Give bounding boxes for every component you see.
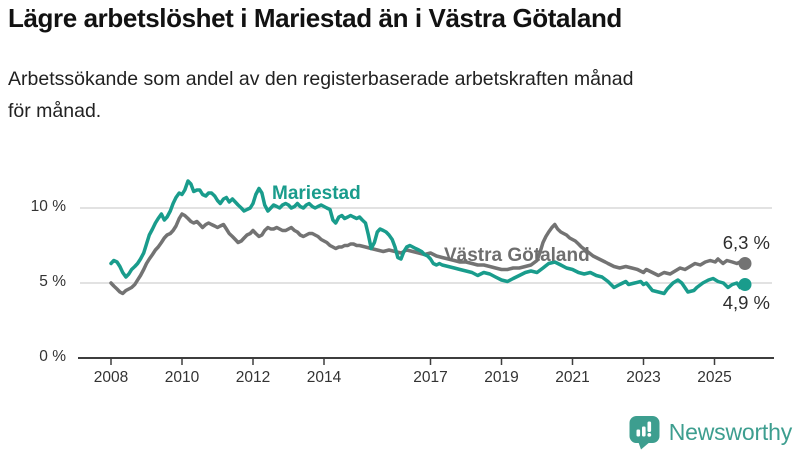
x-tick-label: 2021: [555, 369, 590, 386]
newsworthy-logo: Newsworthy: [628, 414, 792, 450]
logo-bubble-tail: [637, 441, 651, 450]
series-line-mariestad: [109, 179, 747, 296]
subtitle-line-1: Arbetssökande som andel av den registerb…: [8, 68, 634, 90]
x-tick-label: 2019: [484, 369, 519, 386]
bar-chart-speech-bubble-icon: [629, 416, 660, 450]
series-label-vastra-gotaland: Västra Götaland: [444, 245, 590, 266]
end-value-label-vastra-gotaland: 6,3 %: [722, 232, 770, 253]
newsworthy-logo-text: Newsworthy: [668, 418, 792, 445]
y-tick-label: 5 %: [39, 273, 66, 290]
end-value-label-mariestad: 4,9 %: [722, 292, 770, 313]
x-tick-label: 2017: [413, 369, 448, 386]
end-point-dot-mariestad: [738, 278, 752, 291]
subtitle-line-2: för månad.: [8, 100, 102, 122]
series-line-v-stra-g-taland: [109, 212, 747, 296]
x-tick-label: 2012: [235, 369, 271, 386]
x-tick-label: 2010: [164, 369, 200, 386]
x-tick-label: 2008: [93, 369, 129, 386]
x-tick-label: 2025: [697, 369, 732, 386]
x-tick-label: 2014: [306, 369, 342, 386]
x-tick-label: 2023: [626, 369, 661, 386]
end-point-dot-v-stra-g-taland: [738, 257, 752, 270]
series-label-mariestad: Mariestad: [272, 183, 361, 204]
y-tick-label: 10 %: [30, 198, 66, 215]
page-subtitle: Arbetssökande som andel av den registerb…: [8, 63, 788, 127]
y-tick-label: 0 %: [39, 348, 66, 365]
page-title: Lägre arbetslöshet i Mariestad än i Väst…: [8, 3, 622, 33]
